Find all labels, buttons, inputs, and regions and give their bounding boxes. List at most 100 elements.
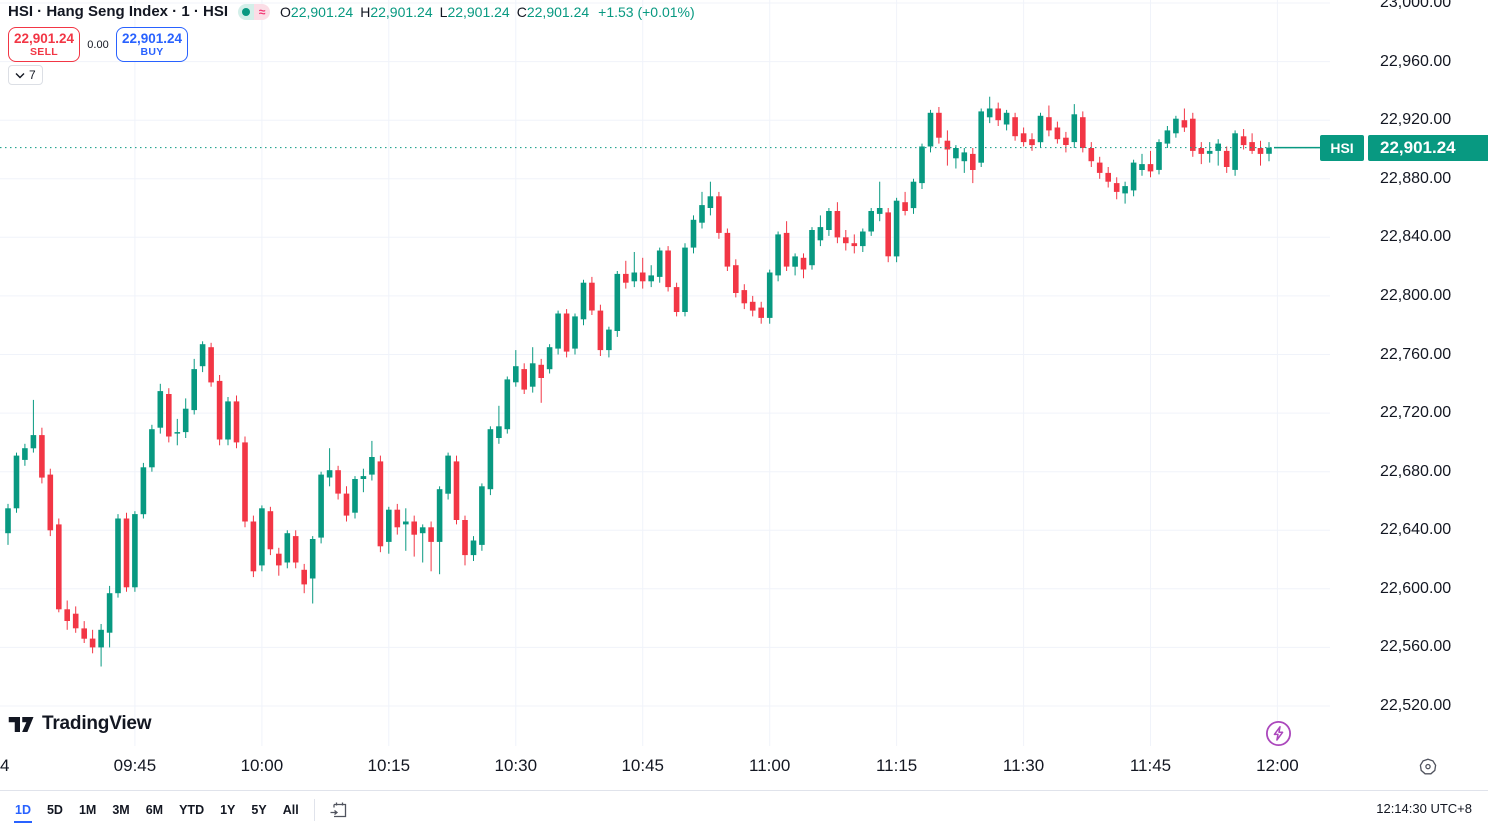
candle-body <box>1164 130 1171 144</box>
range-1y[interactable]: 1Y <box>220 803 236 817</box>
tradingview-mark-icon <box>8 716 34 732</box>
price-tick-label: 22,600.00 <box>1380 579 1452 597</box>
candle-body <box>741 290 748 304</box>
candle-body <box>106 593 113 633</box>
candle-body <box>529 363 536 387</box>
toolbar-divider <box>313 799 315 821</box>
candle-body <box>1003 112 1010 125</box>
candle-body <box>707 196 714 208</box>
candle-body <box>318 474 324 538</box>
go-to-date-button[interactable] <box>327 798 351 822</box>
candle-body <box>259 508 265 566</box>
candle-body <box>1139 164 1145 170</box>
candle-body <box>910 181 917 209</box>
candle-body <box>656 250 663 277</box>
candle-body <box>479 486 485 545</box>
candle-body <box>394 509 401 528</box>
candle-body <box>326 470 333 478</box>
candle-body <box>970 153 976 170</box>
candle-body <box>927 112 934 147</box>
candle-body <box>360 476 367 479</box>
candle-body <box>81 628 87 639</box>
candle-body <box>292 536 299 563</box>
candle-body <box>538 364 544 378</box>
candle-body <box>1105 172 1111 182</box>
candle-body <box>470 540 477 556</box>
candle-body <box>403 521 409 525</box>
spread-value: 0.00 <box>87 38 109 51</box>
tradingview-logo[interactable]: TradingView <box>8 713 152 735</box>
change-value: +1.53 (+0.01%) <box>598 3 695 20</box>
candle-body <box>944 140 951 150</box>
candle-body <box>1088 148 1095 162</box>
candle-body <box>783 232 790 267</box>
candle-body <box>546 347 553 370</box>
range-ytd[interactable]: YTD <box>179 803 205 817</box>
open-value: 22,901.24 <box>290 3 354 20</box>
range-1m[interactable]: 1M <box>78 803 97 817</box>
close-label: C <box>516 3 527 20</box>
object-tree-toggle[interactable]: 7 <box>8 65 43 85</box>
time-tick-label: 09:45 <box>113 756 157 775</box>
candle-body <box>30 435 37 449</box>
sell-button[interactable]: 22,901.24 SELL <box>8 27 80 62</box>
candle-body <box>580 282 587 320</box>
candle-body <box>521 369 527 390</box>
time-axis[interactable]: 4 09:45 10:00 10:15 10:30 10:45 11:00 11:15 11:3… <box>0 746 1488 790</box>
candle-body <box>182 408 189 433</box>
candle-body <box>665 250 671 288</box>
range-5y[interactable]: 5Y <box>251 803 267 817</box>
candle-body <box>419 527 426 534</box>
candle-body <box>436 489 443 542</box>
lightning-bolt-icon[interactable] <box>1265 720 1292 747</box>
candle-body <box>995 108 1001 121</box>
candle-body <box>826 211 832 230</box>
date-range-switcher: 1D 5D 1M 3M 6M YTD 1Y 5Y All <box>14 799 300 823</box>
candlestick-chart[interactable] <box>0 0 1330 746</box>
candle-body <box>369 457 375 475</box>
candle-body <box>504 379 511 430</box>
range-5d[interactable]: 5D <box>46 803 63 817</box>
symbol-title[interactable]: HSI · Hang Seng Index · 1 · HSI <box>8 3 229 20</box>
buy-price: 22,901.24 <box>121 30 183 46</box>
candle-body <box>233 401 240 443</box>
candle-body <box>563 313 570 352</box>
clock-timezone[interactable]: 12:14:30 UTC+8 <box>1376 801 1472 816</box>
candle-body <box>284 533 291 563</box>
candle-body <box>1156 142 1162 170</box>
candle-body <box>191 369 197 411</box>
axis-settings-gear-icon[interactable] <box>1418 757 1438 777</box>
time-tick-label: 11:15 <box>875 756 918 775</box>
candle-body <box>817 227 824 241</box>
candle-body <box>766 272 773 318</box>
candle-body <box>572 316 578 349</box>
last-price-label: 22,901.24 <box>1368 134 1488 161</box>
candle-body <box>428 527 434 542</box>
candle-body <box>690 219 697 248</box>
market-open-dot-icon <box>238 3 255 20</box>
price-axis[interactable]: HSI 22,901.24 23,000.00 22,960.00 22,920.0… <box>1320 0 1488 746</box>
candle-body <box>386 509 392 542</box>
candle-body <box>157 391 164 428</box>
market-status-badges[interactable]: ≈ <box>238 3 271 20</box>
range-3m[interactable]: 3M <box>112 803 130 817</box>
candle-body <box>39 435 45 478</box>
candle-body <box>5 508 11 534</box>
range-1d[interactable]: 1D <box>14 799 32 823</box>
candlestick-chart-pane[interactable] <box>0 0 1330 746</box>
candle-body <box>1029 139 1035 146</box>
candle-body <box>64 609 70 621</box>
candle-body <box>775 234 781 276</box>
candle-body <box>343 493 350 516</box>
range-6m[interactable]: 6M <box>145 803 164 817</box>
buy-button[interactable]: 22,901.24 BUY <box>116 27 188 62</box>
candle-body <box>1054 127 1061 140</box>
price-tick-label: 22,760.00 <box>1380 345 1452 363</box>
range-all[interactable]: All <box>282 803 299 817</box>
candle-body <box>250 521 257 572</box>
candle-body <box>555 313 561 349</box>
price-tick-label: 22,720.00 <box>1380 404 1452 422</box>
candle-body <box>792 256 798 267</box>
candle-body <box>225 401 231 440</box>
